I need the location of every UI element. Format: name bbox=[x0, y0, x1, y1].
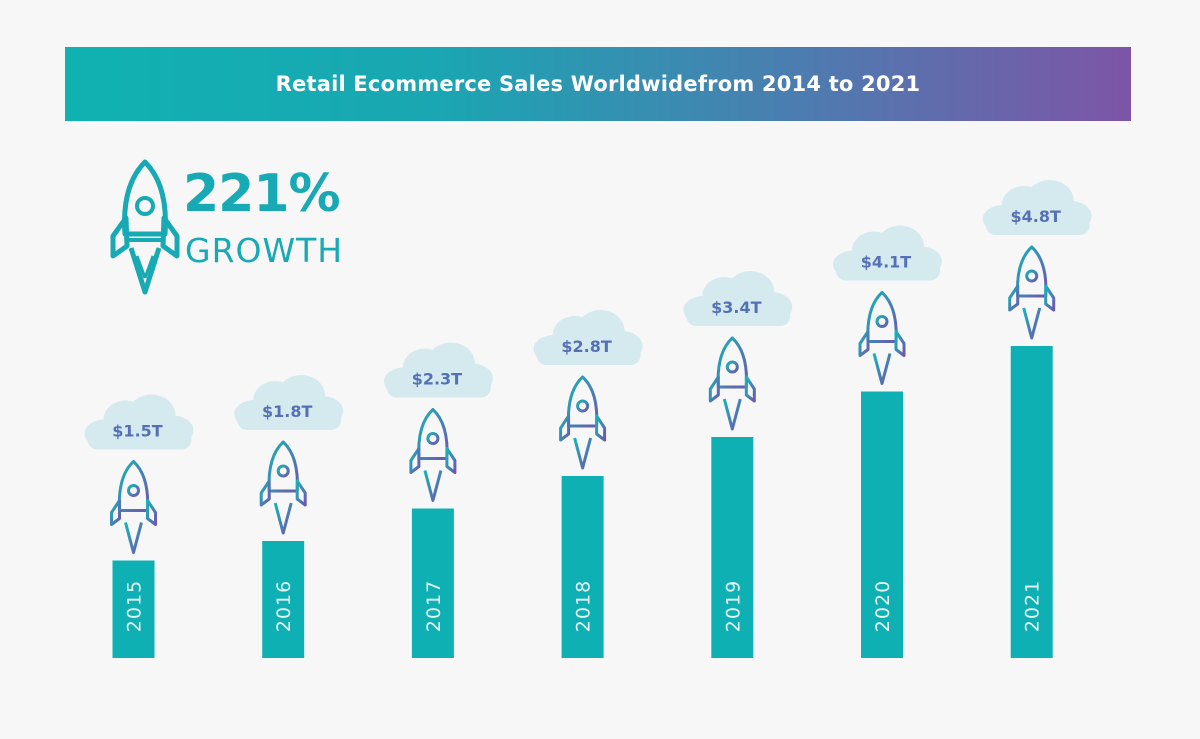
bar-value-label: $1.8T bbox=[262, 402, 312, 421]
cloud-icon bbox=[533, 310, 643, 365]
title-banner: Retail Ecommerce Sales Worldwidefrom 201… bbox=[65, 47, 1131, 121]
bar-2020 bbox=[861, 391, 903, 658]
rocket-icon bbox=[110, 460, 157, 554]
rocket-icon bbox=[858, 291, 906, 385]
bar-year-label: 2018 bbox=[573, 580, 595, 632]
bar-2019 bbox=[711, 437, 754, 658]
bar-2018 bbox=[561, 476, 604, 658]
bar-year-label: 2021 bbox=[1022, 580, 1044, 632]
rocket-icon bbox=[1008, 245, 1056, 340]
rocket-icon bbox=[409, 408, 457, 502]
cloud-icon bbox=[982, 180, 1092, 235]
bar-2016 bbox=[262, 541, 305, 658]
cloud-icon bbox=[683, 271, 793, 326]
bar-value-label: $4.1T bbox=[861, 253, 911, 272]
bar-year-label: 2017 bbox=[423, 580, 445, 632]
rocket-icon bbox=[708, 336, 756, 431]
bar-year-label: 2020 bbox=[872, 580, 894, 632]
bar-value-label: $2.8T bbox=[561, 337, 611, 356]
bar-value-label: $3.4T bbox=[711, 298, 761, 317]
bar-2017 bbox=[411, 508, 454, 658]
growth-percent: 221% bbox=[183, 164, 341, 224]
growth-label: GROWTH bbox=[185, 231, 344, 270]
bar-year-label: 2015 bbox=[124, 580, 146, 632]
chart-title: Retail Ecommerce Sales Worldwidefrom 201… bbox=[275, 72, 921, 96]
bar-2015 bbox=[112, 560, 155, 658]
bar-2021 bbox=[1010, 346, 1053, 658]
cloud-icon bbox=[383, 342, 493, 398]
bar-year-label: 2019 bbox=[722, 580, 744, 632]
cloud-icon bbox=[234, 375, 344, 430]
cloud-icon bbox=[84, 394, 194, 450]
bar-year-label: 2016 bbox=[273, 580, 295, 632]
bar-value-label: $1.5T bbox=[112, 422, 162, 441]
rocket-icon bbox=[259, 440, 307, 535]
rocket-icon bbox=[559, 375, 607, 470]
bar-value-label: $4.8T bbox=[1011, 207, 1061, 226]
rocket-icon bbox=[110, 159, 180, 295]
cloud-icon bbox=[833, 225, 942, 281]
bar-value-label: $2.3T bbox=[412, 370, 462, 389]
growth-badge: 221% GROWTH bbox=[105, 158, 345, 298]
